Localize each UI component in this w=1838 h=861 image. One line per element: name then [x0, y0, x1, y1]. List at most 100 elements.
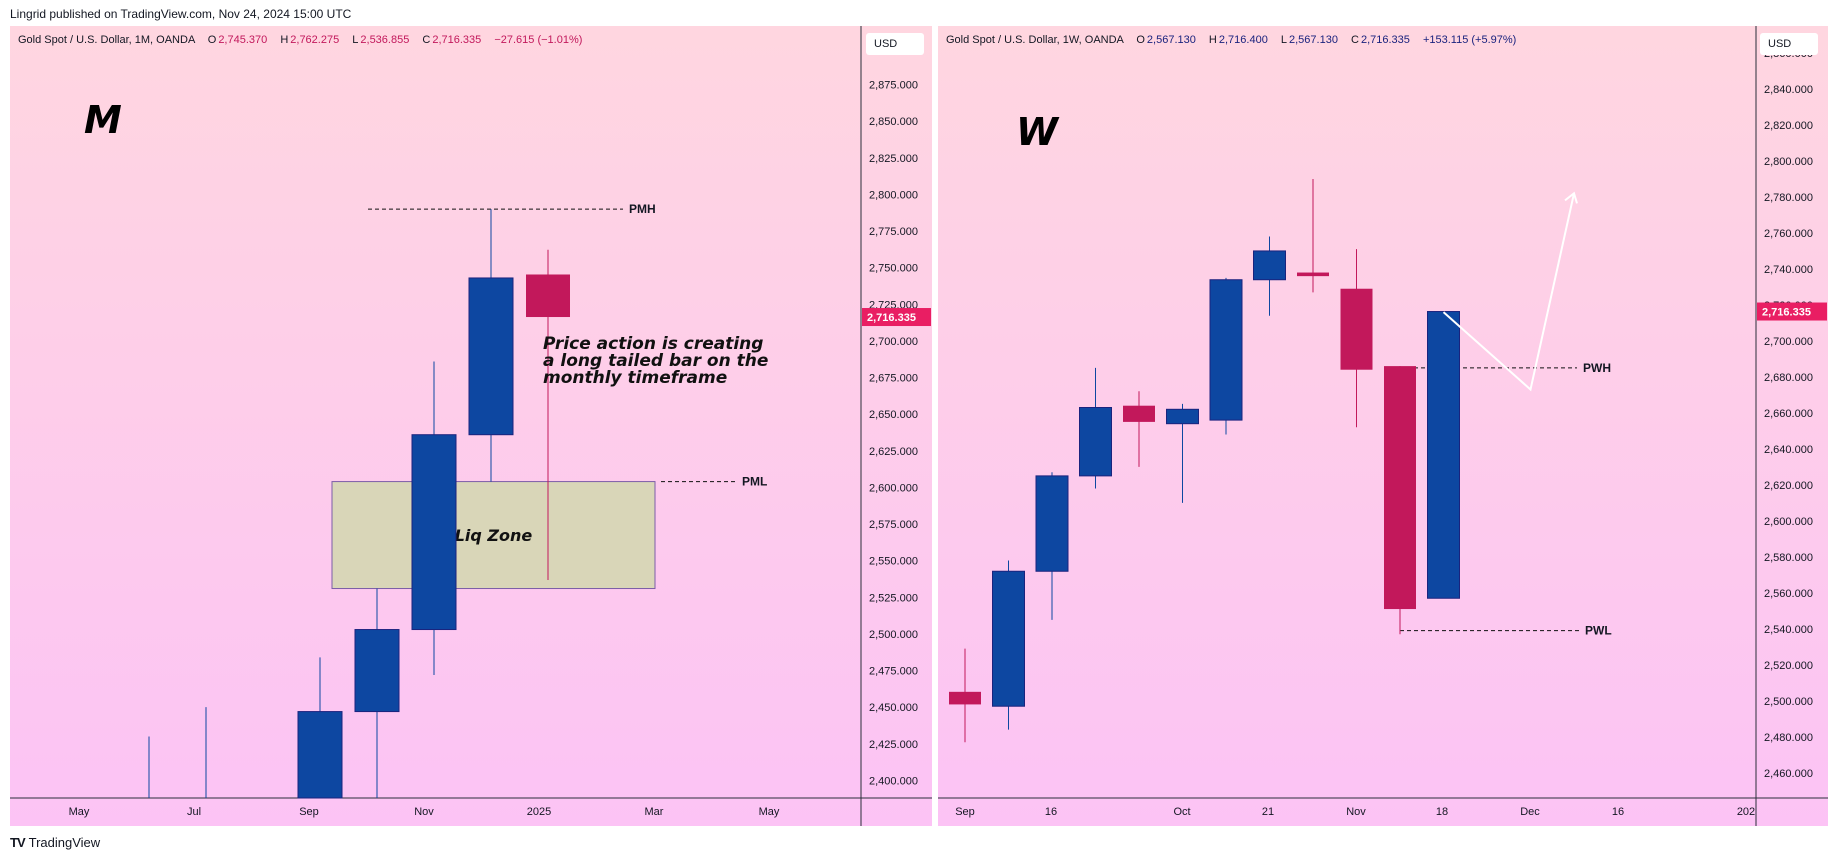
x-tick-label: 21: [1262, 806, 1274, 818]
y-tick-label: 2,775.000: [869, 226, 918, 238]
y-tick-label: 2,700.000: [869, 336, 918, 348]
x-tick-label: Nov: [1346, 806, 1366, 818]
y-tick-label: 2,500.000: [1764, 696, 1813, 708]
legend-high: 2,762.275: [290, 34, 340, 46]
legend-low-label: L: [1280, 34, 1287, 46]
weekly-chart-panel[interactable]: 2,860.0002,840.0002,820.0002,800.0002,78…: [938, 26, 1828, 826]
candle-body: [1340, 288, 1373, 370]
legend-close: 2,716.335: [1360, 34, 1410, 46]
legend-high: 2,716.400: [1218, 34, 1268, 46]
timeframe-label-m: M: [84, 98, 122, 142]
x-tick-label: Mar: [645, 806, 664, 818]
candle-body: [1384, 366, 1416, 610]
y-tick-label: 2,800.000: [869, 189, 918, 201]
legend-open-label: O: [207, 34, 217, 46]
x-tick-label: 202: [1737, 806, 1755, 818]
y-tick-label: 2,675.000: [869, 373, 918, 385]
level-label-pwh: PWH: [1583, 361, 1611, 375]
x-tick-label: 16: [1045, 806, 1057, 818]
y-tick-label: 2,450.000: [869, 702, 918, 714]
y-tick-label: 2,400.000: [869, 775, 918, 787]
last-price-label: 2,716.335: [867, 312, 916, 324]
level-label-pwl: PWL: [1585, 624, 1612, 638]
candle-body: [1079, 407, 1112, 477]
y-tick-label: 2,600.000: [869, 482, 918, 494]
candle-body: [1166, 408, 1199, 425]
x-tick-label: Sep: [955, 806, 975, 818]
y-tick-label: 2,550.000: [869, 556, 918, 568]
candle-body: [949, 691, 981, 705]
y-tick-label: 2,625.000: [869, 446, 918, 458]
y-tick-label: 2,425.000: [869, 739, 918, 751]
candle-body: [1427, 311, 1460, 599]
y-tick-label: 2,650.000: [869, 409, 918, 421]
candle-body: [297, 711, 343, 799]
legend-close-label: C: [422, 34, 431, 46]
y-tick-label: 2,480.000: [1764, 732, 1813, 744]
legend-close-label: C: [1351, 34, 1359, 46]
publisher-header: Lingrid published on TradingView.com, No…: [10, 7, 352, 21]
candle-body: [1253, 250, 1286, 281]
y-tick-label: 2,475.000: [869, 666, 918, 678]
legend-symbol: Gold Spot / U.S. Dollar, 1M, OANDA: [18, 34, 195, 46]
candle-body: [354, 629, 400, 713]
x-tick-label: 2025: [527, 806, 551, 818]
candle-body: [468, 277, 514, 436]
footer: TV TradingView: [10, 835, 100, 850]
legend-low: 2,567.130: [1289, 34, 1338, 46]
monthly-chart-panel[interactable]: 2,900.0002,875.0002,850.0002,825.0002,80…: [10, 26, 932, 826]
monthly-ohlc-legend: Gold Spot / U.S. Dollar, 1M, OANDA O 2,74…: [18, 34, 582, 46]
y-tick-label: 2,800.000: [1764, 156, 1813, 168]
y-tick-label: 2,750.000: [869, 263, 918, 275]
x-tick-label: May: [759, 806, 780, 818]
last-price-label: 2,716.335: [1762, 307, 1811, 319]
legend-open-label: O: [1136, 34, 1145, 46]
weekly-ohlc-legend: Gold Spot / U.S. Dollar, 1W, OANDA O 2,56…: [946, 34, 1516, 46]
level-label-pmh: PMH: [629, 202, 656, 216]
y-tick-label: 2,840.000: [1764, 84, 1813, 96]
y-tick-label: 2,820.000: [1764, 120, 1813, 132]
x-tick-label: Sep: [299, 806, 319, 818]
y-tick-label: 2,540.000: [1764, 624, 1813, 636]
x-tick-label: Dec: [1520, 806, 1540, 818]
level-label-pml: PML: [742, 475, 767, 489]
liq-zone: [331, 481, 656, 590]
y-tick-label: 2,780.000: [1764, 192, 1813, 204]
panel-divider: [932, 26, 938, 826]
candle-body: [526, 274, 570, 318]
legend-change: −27.615 (−1.01%): [494, 34, 583, 46]
legend-high-label: H: [1208, 34, 1217, 46]
candle-body: [1297, 272, 1329, 277]
x-tick-label: Oct: [1173, 806, 1190, 818]
timeframe-label-w: W: [1016, 110, 1058, 154]
y-tick-label: 2,760.000: [1764, 228, 1813, 240]
legend-low-label: L: [352, 34, 359, 46]
tradingview-logo-icon: TV: [10, 835, 26, 850]
y-tick-label: 2,660.000: [1764, 408, 1813, 420]
analysis-note: Price action is creating a long tailed b…: [543, 334, 769, 388]
candle-body: [992, 570, 1025, 707]
y-tick-label: 2,850.000: [869, 116, 918, 128]
legend-close: 2,716.335: [432, 34, 482, 46]
currency-button[interactable]: USD: [866, 33, 924, 55]
legend-symbol: Gold Spot / U.S. Dollar, 1W, OANDA: [946, 34, 1124, 46]
candle-body: [1123, 405, 1155, 422]
x-tick-label: May: [69, 806, 90, 818]
y-tick-label: 2,525.000: [869, 592, 918, 604]
last-price-tag: [862, 308, 931, 327]
weekly-chart-canvas[interactable]: 2,860.0002,840.0002,820.0002,800.0002,78…: [938, 26, 1828, 826]
currency-button[interactable]: USD: [1760, 33, 1818, 55]
x-tick-label: 16: [1612, 806, 1624, 818]
y-tick-label: 2,825.000: [869, 153, 918, 165]
candle-body: [1209, 279, 1243, 421]
y-tick-label: 2,700.000: [1764, 336, 1813, 348]
y-tick-label: 2,580.000: [1764, 552, 1813, 564]
legend-low: 2,536.855: [360, 34, 410, 46]
candle-body: [1035, 475, 1069, 572]
monthly-chart-canvas[interactable]: 2,900.0002,875.0002,850.0002,825.0002,80…: [10, 26, 932, 826]
projection-path: [1442, 193, 1575, 392]
y-tick-label: 2,520.000: [1764, 660, 1813, 672]
legend-open: 2,745.370: [218, 34, 268, 46]
last-price-tag: [1757, 302, 1827, 321]
projection-arrowhead: [1564, 191, 1578, 204]
